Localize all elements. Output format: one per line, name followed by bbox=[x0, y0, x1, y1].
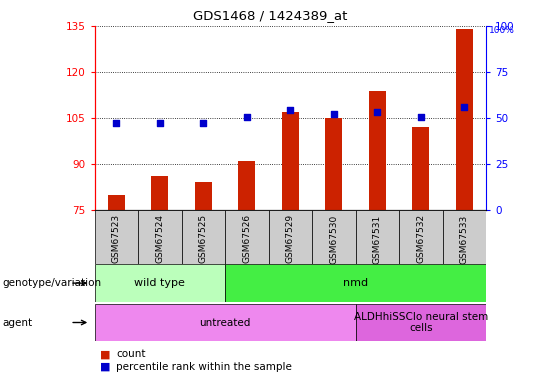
Bar bbox=[312, 210, 355, 264]
Text: 100%: 100% bbox=[489, 26, 515, 35]
Point bbox=[156, 120, 164, 126]
Bar bbox=[268, 210, 312, 264]
Point bbox=[460, 104, 469, 110]
Bar bbox=[412, 128, 429, 210]
Text: GSM67523: GSM67523 bbox=[112, 214, 121, 264]
Text: agent: agent bbox=[3, 318, 33, 327]
Bar bbox=[456, 29, 473, 210]
Bar bbox=[399, 210, 442, 264]
Bar bbox=[225, 210, 268, 264]
Text: GSM67526: GSM67526 bbox=[242, 214, 251, 264]
Point bbox=[373, 109, 382, 115]
Bar bbox=[94, 210, 138, 264]
Bar bbox=[355, 210, 399, 264]
Text: GSM67531: GSM67531 bbox=[373, 214, 382, 264]
Bar bbox=[281, 112, 299, 210]
Text: ■: ■ bbox=[100, 350, 110, 359]
Bar bbox=[238, 161, 255, 210]
Bar bbox=[138, 210, 181, 264]
Point bbox=[199, 120, 207, 126]
Text: GSM67530: GSM67530 bbox=[329, 214, 338, 264]
Text: GDS1468 / 1424389_at: GDS1468 / 1424389_at bbox=[193, 9, 347, 22]
Bar bbox=[107, 195, 125, 210]
Bar bbox=[151, 176, 168, 210]
Point bbox=[112, 120, 120, 126]
Text: GSM67532: GSM67532 bbox=[416, 214, 426, 264]
Bar bbox=[442, 210, 486, 264]
Bar bbox=[194, 183, 212, 210]
Text: GSM67524: GSM67524 bbox=[156, 214, 164, 263]
Point bbox=[242, 114, 251, 120]
Text: percentile rank within the sample: percentile rank within the sample bbox=[116, 362, 292, 372]
Bar bbox=[225, 264, 486, 302]
Bar bbox=[355, 304, 486, 341]
Text: count: count bbox=[116, 350, 146, 359]
Bar bbox=[181, 210, 225, 264]
Text: ALDHhiSSClo neural stem
cells: ALDHhiSSClo neural stem cells bbox=[354, 312, 488, 333]
Bar bbox=[369, 91, 386, 210]
Bar bbox=[94, 264, 225, 302]
Bar bbox=[94, 304, 355, 341]
Text: GSM67529: GSM67529 bbox=[286, 214, 295, 264]
Point bbox=[416, 114, 425, 120]
Bar bbox=[325, 118, 342, 210]
Text: GSM67533: GSM67533 bbox=[460, 214, 469, 264]
Point bbox=[329, 111, 338, 117]
Text: genotype/variation: genotype/variation bbox=[3, 278, 102, 288]
Text: wild type: wild type bbox=[134, 278, 185, 288]
Point bbox=[286, 108, 295, 114]
Text: GSM67525: GSM67525 bbox=[199, 214, 208, 264]
Text: untreated: untreated bbox=[199, 318, 251, 327]
Text: nmd: nmd bbox=[343, 278, 368, 288]
Text: ■: ■ bbox=[100, 362, 110, 372]
